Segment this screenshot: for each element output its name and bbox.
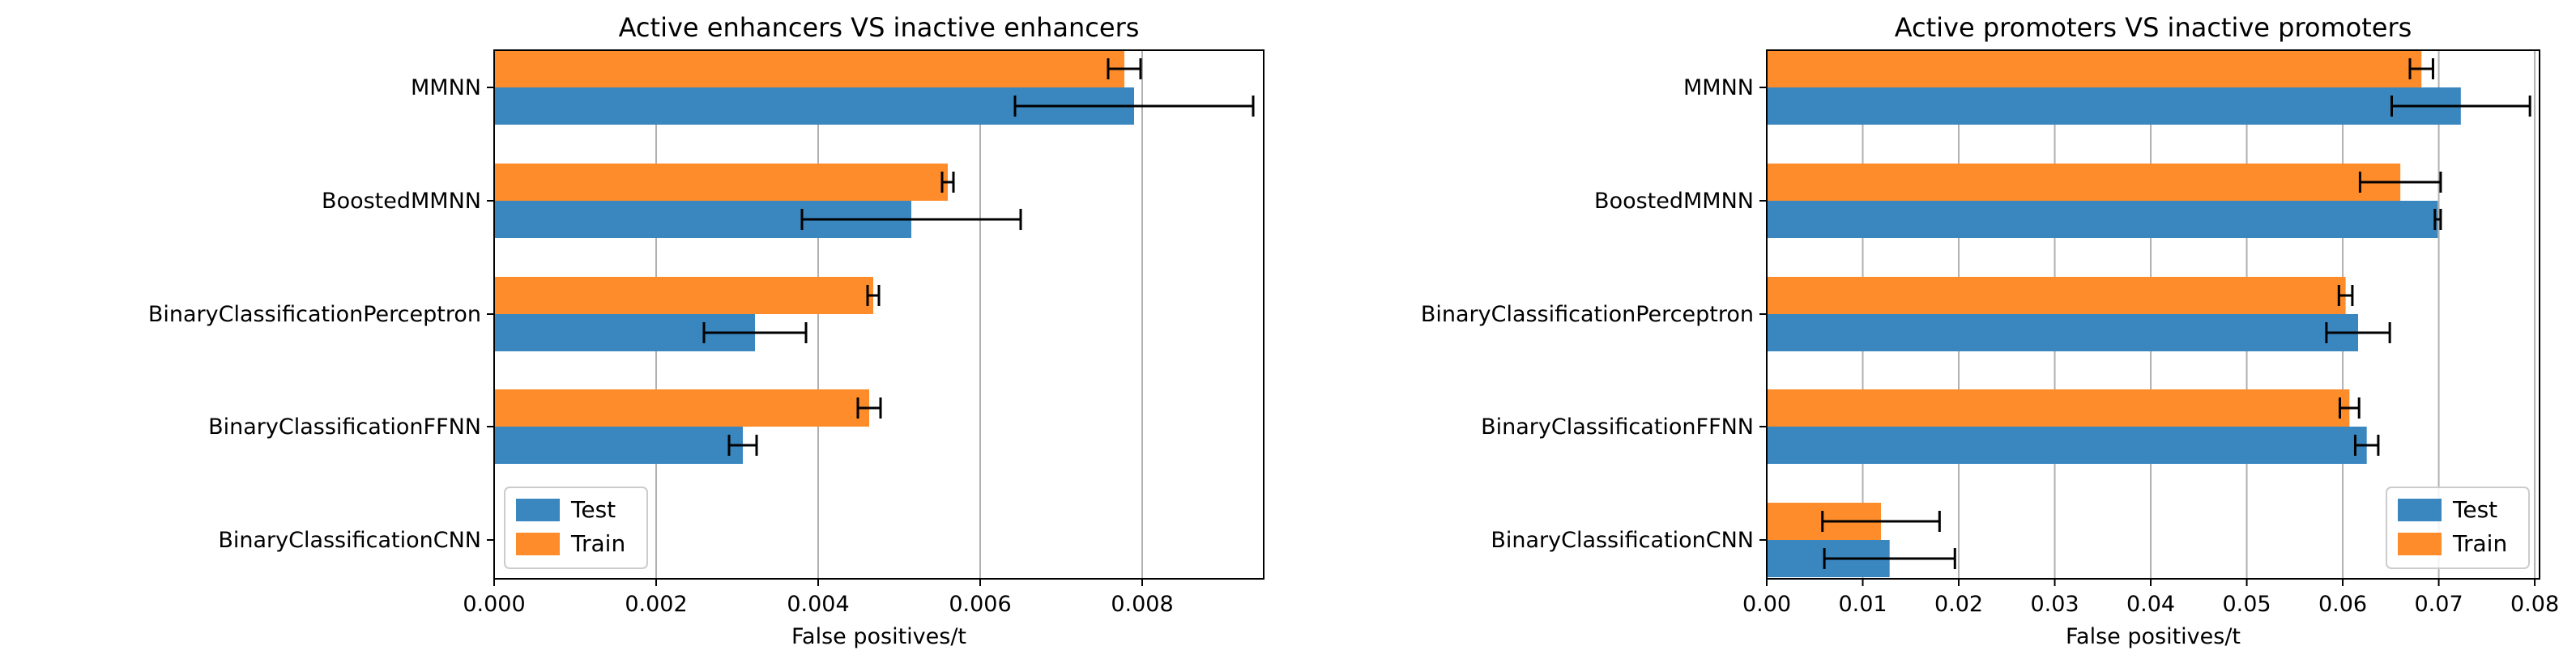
category-label: MMNN — [1683, 75, 1754, 100]
bar-train — [1767, 389, 2350, 427]
x-tick-label: 0.00 — [1742, 592, 1791, 617]
x-tick-label: 0.07 — [2415, 592, 2463, 617]
category-label: BinaryClassificationFFNN — [1481, 414, 1754, 440]
legend-label-test: Test — [570, 496, 616, 523]
category-label: BoostedMMNN — [1594, 189, 1754, 214]
bar-test — [1767, 427, 2367, 464]
bar-test — [1767, 201, 2438, 238]
bar-train — [494, 389, 869, 427]
x-tick-label: 0.008 — [1111, 592, 1173, 617]
legend-label-train: Train — [2452, 530, 2507, 557]
legend: Test Train — [2386, 487, 2530, 569]
category-label: MMNN — [411, 75, 481, 100]
category-label: BoostedMMNN — [322, 189, 481, 214]
x-tick-label: 0.01 — [1838, 592, 1887, 617]
x-tick-label: 0.08 — [2510, 592, 2559, 617]
bar-train — [494, 277, 873, 314]
x-axis-label: False positives/t — [791, 624, 966, 649]
x-tick-label: 0.02 — [1934, 592, 1983, 617]
x-tick-label: 0.004 — [787, 592, 849, 617]
bar-train — [494, 50, 1124, 87]
category-label: BinaryClassificationPerceptron — [148, 302, 481, 327]
bar-test — [1767, 314, 2359, 351]
chart-panel-promoters: 0.00 0.01 0.02 0.03 0.04 0.05 0.06 0.07 0.08 MMNN… — [1421, 12, 2559, 649]
x-axis-label: False positives/t — [2066, 624, 2241, 649]
legend-swatch-test — [516, 499, 560, 521]
category-label: BinaryClassificationCNN — [218, 528, 481, 553]
x-tick-label: 0.006 — [949, 592, 1011, 617]
legend: Test Train — [504, 487, 648, 569]
x-tick-label: 0.05 — [2222, 592, 2271, 617]
legend-swatch-train — [516, 533, 560, 555]
chart-panel-enhancers: 0.000 0.002 0.004 0.006 0.008 MMNN BoostedMMNN… — [148, 12, 1265, 649]
legend-label-train: Train — [570, 530, 625, 557]
legend-swatch-test — [2398, 499, 2442, 521]
bar-test — [494, 427, 743, 464]
x-tick-label: 0.06 — [2318, 592, 2367, 617]
chart-title: Active enhancers VS inactive enhancers — [619, 12, 1140, 43]
chart-title: Active promoters VS inactive promoters — [1895, 12, 2412, 43]
category-label: BinaryClassificationCNN — [1491, 528, 1754, 553]
bar-train — [1767, 50, 2422, 87]
category-label: BinaryClassificationFFNN — [208, 414, 481, 440]
category-label: BinaryClassificationPerceptron — [1421, 302, 1754, 327]
bar-train — [494, 164, 948, 201]
legend-swatch-train — [2398, 533, 2442, 555]
bar-train — [1767, 164, 2401, 201]
x-tick-label: 0.002 — [625, 592, 687, 617]
x-tick-label: 0.03 — [2030, 592, 2079, 617]
x-tick-label: 0.04 — [2126, 592, 2175, 617]
bar-test — [1767, 87, 2461, 125]
bar-train — [1767, 277, 2346, 314]
legend-label-test: Test — [2452, 496, 2497, 523]
x-tick-label: 0.000 — [463, 592, 525, 617]
